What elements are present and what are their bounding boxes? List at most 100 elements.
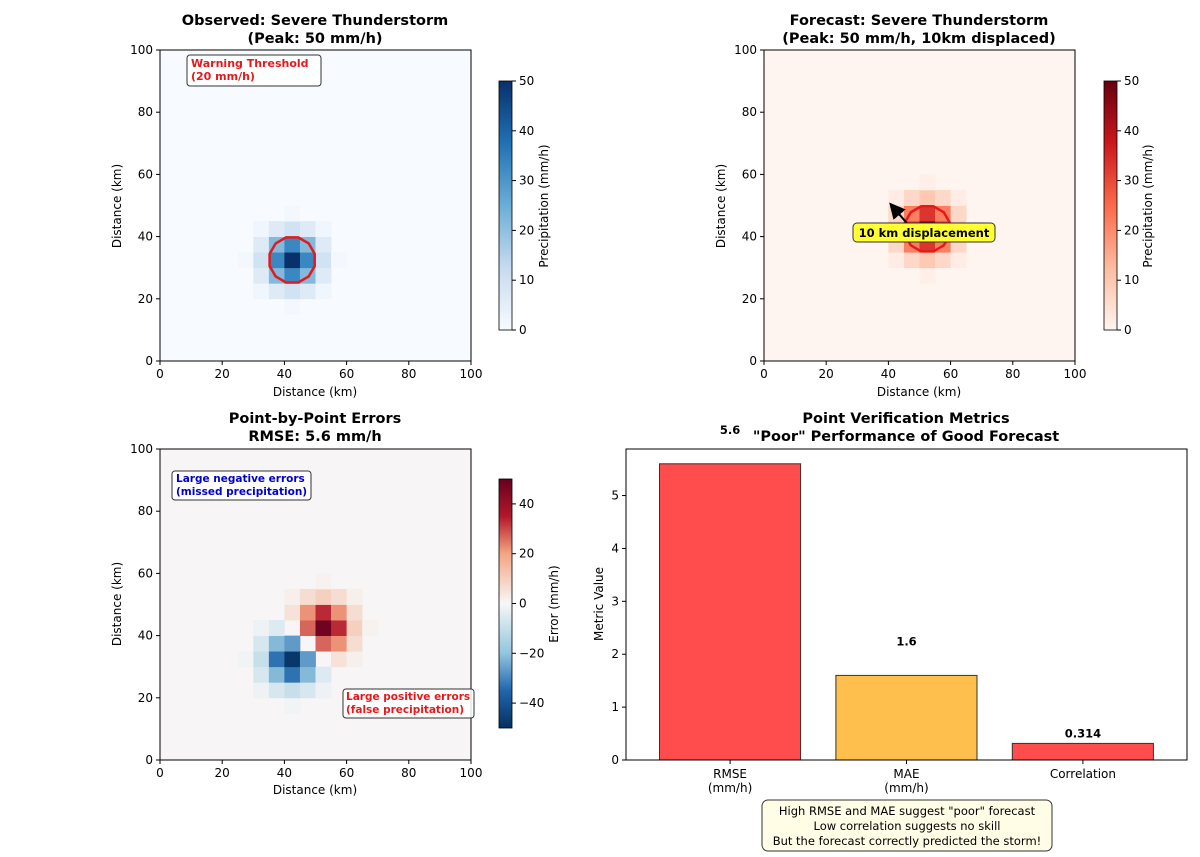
forecast-x-tick-label: 20: [819, 367, 834, 381]
errors-cell: [299, 651, 316, 668]
observed-colorbar-tick-label: 50: [519, 74, 534, 88]
observed-cell: [268, 221, 285, 237]
errors-subtitle: RMSE: 5.6 mm/h: [248, 429, 381, 445]
observed-y-tick-label: 0: [145, 354, 153, 368]
metrics-x-tick-label: (mm/h): [884, 781, 928, 795]
errors-cell: [331, 604, 347, 621]
metrics-subtitle: "Poor" Performance of Good Forecast: [753, 429, 1059, 445]
errors-cell: [315, 573, 332, 590]
observed-cell: [331, 252, 347, 269]
displacement-label: 10 km displacement: [859, 226, 990, 240]
metrics-y-tick-label: 4: [611, 541, 619, 555]
metrics-bar: [835, 674, 978, 761]
forecast-colorbar-tick-label: 30: [1124, 174, 1139, 188]
errors-x-tick-label: 0: [156, 766, 164, 780]
errors-cell: [284, 682, 301, 699]
forecast-x-tick-label: 0: [760, 367, 768, 381]
metrics-y-tick-label: 2: [611, 647, 619, 661]
positive-errors-annotation: Large positive errors (false precipitati…: [342, 688, 475, 719]
forecast-colorbar-ticks: 0 10 20 30 40 50: [1117, 74, 1139, 337]
observed-warning-annotation: Warning Threshold (20 mm/h): [186, 54, 322, 87]
metrics-note-line1: High RMSE and MAE suggest "poor" forecas…: [779, 804, 1036, 818]
observed-title: Observed: Severe Thunderstorm: [182, 13, 448, 29]
observed-cell: [284, 236, 301, 253]
observed-x-tick-label: 60: [339, 367, 354, 381]
errors-colorbar-tick-label: −40: [519, 696, 544, 710]
displacement-box: [852, 222, 996, 243]
errors-cell: [299, 620, 316, 636]
negative-errors-line2: (missed precipitation): [176, 486, 307, 498]
errors-cell: [253, 651, 270, 668]
forecast-colorbar-tick-label: 20: [1124, 223, 1139, 237]
errors-cell: [284, 635, 301, 652]
observed-cell: [315, 283, 332, 300]
positive-errors-line1: Large positive errors: [346, 691, 470, 703]
observed-y-tick-label: 80: [138, 105, 153, 119]
metrics-note-line3: But the forecast correctly predicted the…: [773, 834, 1042, 848]
errors-cell: [253, 635, 270, 652]
metrics-note-line2: Low correlation suggests no skill: [814, 819, 1001, 833]
errors-cell: [315, 682, 332, 699]
forecast-y-tick-label: 60: [742, 167, 757, 181]
errors-cell: [346, 651, 363, 668]
forecast-cell: [935, 252, 951, 269]
observed-cell: [315, 252, 332, 269]
errors-colorbar-ticks: −40 −20 0 20 40: [512, 497, 544, 710]
forecast-y-tick-label: 0: [749, 354, 757, 368]
errors-cell: [299, 666, 316, 683]
errors-y-ticks: 0 20 40 60 80 100: [130, 442, 160, 767]
metrics-note: High RMSE and MAE suggest "poor" forecas…: [761, 799, 1053, 852]
displacement-annotation: 10 km displacement: [852, 222, 996, 243]
forecast-y-tick-label: 40: [742, 230, 757, 244]
observed-subtitle: (Peak: 50 mm/h): [247, 31, 382, 47]
errors-y-tick-label: 100: [130, 442, 153, 456]
errors-cell: [299, 588, 316, 605]
observed-colorbar-bar: [498, 80, 513, 331]
observed-cell: [284, 205, 301, 222]
metrics-x-tick-label: MAE: [893, 767, 919, 781]
errors-cell: [315, 604, 332, 621]
observed-cell: [284, 221, 301, 237]
observed-x-tick-label: 0: [156, 367, 164, 381]
observed-x-tick-label: 80: [401, 367, 416, 381]
observed-x-tick-label: 20: [215, 367, 230, 381]
observed-cell: [268, 283, 285, 300]
observed-axes-frame: [159, 49, 472, 362]
metrics-note-box: [761, 799, 1053, 852]
errors-cell: [315, 620, 332, 636]
errors-colorbar-tick-label: 0: [519, 597, 527, 611]
observed-y-label: Distance (km): [110, 164, 124, 248]
metrics-panel: Point Verification Metrics "Poor" Perfor…: [592, 411, 1188, 852]
observed-x-label: Distance (km): [273, 385, 357, 399]
metrics-x-ticks: RMSE(mm/h)MAE(mm/h)Correlation: [708, 760, 1116, 795]
errors-cell: [253, 682, 270, 699]
metrics-y-label: Metric Value: [592, 567, 606, 641]
observed-cell: [315, 221, 332, 237]
observed-colorbar: 0 10 20 30 40 50 Precipitation (mm/h): [498, 74, 551, 337]
errors-x-tick-label: 60: [339, 766, 354, 780]
forecast-cell: [950, 205, 967, 222]
errors-x-tick-label: 100: [460, 766, 483, 780]
errors-cell: [268, 651, 285, 668]
errors-y-tick-label: 60: [138, 566, 153, 580]
metrics-y-tick-label: 3: [611, 594, 619, 608]
observed-cell: [284, 267, 301, 284]
errors-x-ticks: 0 20 40 60 80 100: [156, 760, 482, 780]
forecast-cell: [919, 189, 936, 206]
forecast-x-tick-label: 40: [881, 367, 896, 381]
errors-cell: [331, 635, 347, 652]
errors-x-tick-label: 20: [215, 766, 230, 780]
observed-warning-line1: Warning Threshold: [191, 57, 309, 70]
metrics-y-ticks: 0 1 2 3 4 5: [611, 489, 626, 767]
negative-errors-box: [171, 470, 312, 501]
forecast-colorbar-tick-label: 10: [1124, 273, 1139, 287]
errors-colorbar-tick-label: 20: [519, 547, 534, 561]
errors-cell: [315, 666, 332, 683]
metrics-y-tick-label: 5: [611, 489, 619, 503]
observed-panel: Observed: Severe Thunderstorm (Peak: 50 …: [110, 13, 551, 399]
errors-cell: [268, 635, 285, 652]
observed-cell: [299, 221, 316, 237]
errors-cell: [346, 588, 363, 605]
observed-colorbar-tick-label: 0: [519, 323, 527, 337]
